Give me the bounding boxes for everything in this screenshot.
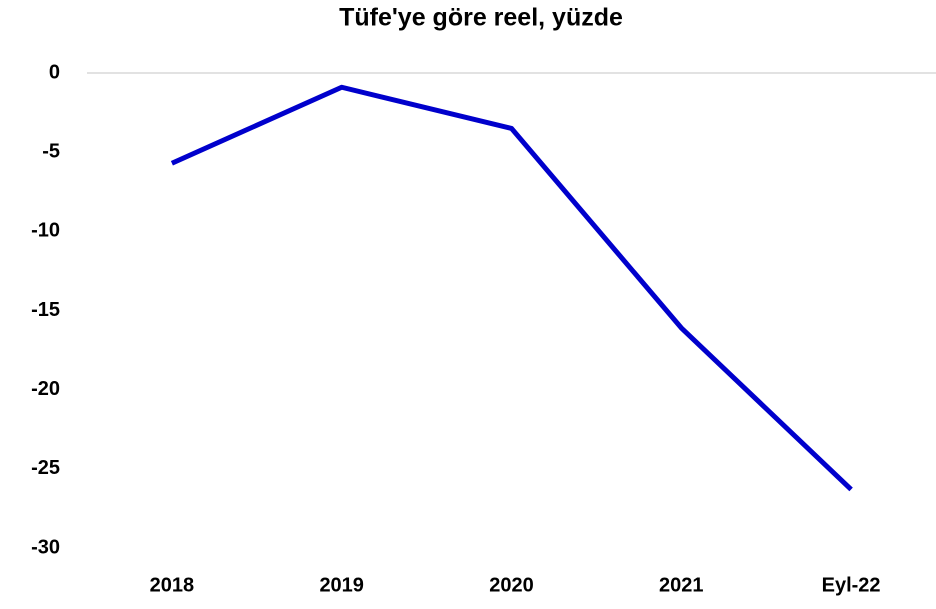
chart-title: Tüfe'ye göre reel, yüzde	[339, 4, 623, 32]
x-tick-label: 2018	[150, 574, 195, 596]
y-tick-label: -10	[31, 220, 60, 242]
x-tick-label: 2021	[659, 574, 704, 596]
y-tick-label: -15	[31, 299, 60, 321]
x-tick-label: 2020	[489, 574, 534, 596]
x-tick-label: Eyl-22	[822, 574, 881, 596]
y-tick-label: -5	[42, 140, 60, 162]
x-tick-label: 2019	[319, 574, 364, 596]
y-tick-label: -25	[31, 457, 60, 479]
y-tick-label: -20	[31, 378, 60, 400]
y-tick-label: -30	[31, 536, 60, 558]
y-tick-label: 0	[49, 61, 60, 83]
line	[170, 84, 853, 492]
